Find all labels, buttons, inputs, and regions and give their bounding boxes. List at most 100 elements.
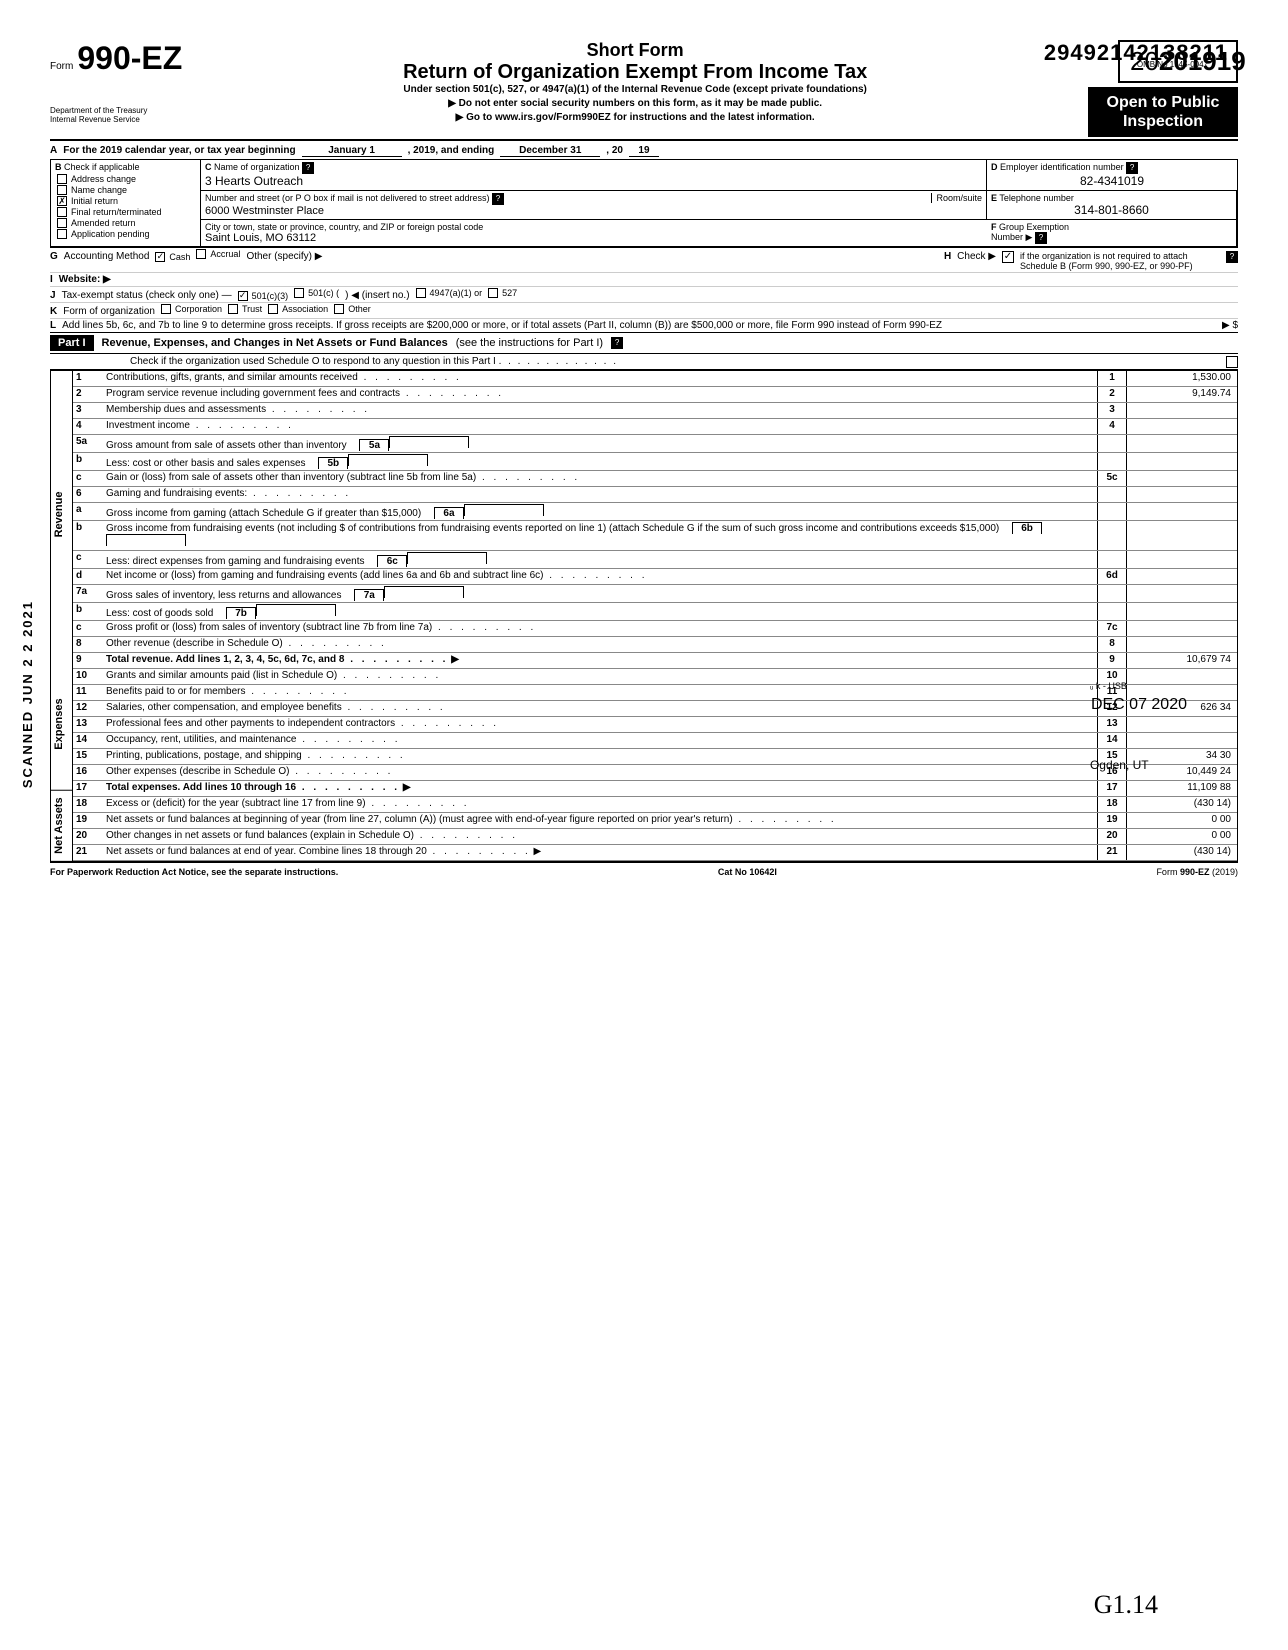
chk-cash[interactable]: ✓ <box>155 252 165 262</box>
line-value: 0 00 <box>1127 813 1237 828</box>
line-number: 15 <box>73 749 103 764</box>
line-box-number: 4 <box>1097 419 1127 434</box>
line-number: 13 <box>73 717 103 732</box>
block-g-row: G Accounting Method ✓Cash Accrual Other … <box>50 248 1238 273</box>
line-row: 17Total expenses. Add lines 10 through 1… <box>73 781 1237 797</box>
help-icon[interactable]: ? <box>302 162 314 174</box>
line-box-number <box>1097 551 1127 568</box>
line-box-number: 18 <box>1097 797 1127 812</box>
footer: For Paperwork Reduction Act Notice, see … <box>50 862 1238 877</box>
cash-label: Cash <box>169 252 190 262</box>
instruction-1: Do not enter social security numbers on … <box>192 98 1078 109</box>
chk-name-change[interactable] <box>57 185 67 195</box>
line-row: 8Other revenue (describe in Schedule O) … <box>73 637 1237 653</box>
line-row: 11Benefits paid to or for members . . . … <box>73 685 1237 701</box>
line-number: 19 <box>73 813 103 828</box>
block-b: B Check if applicable Address change Nam… <box>51 160 201 247</box>
chk-initial-return[interactable]: ✗ <box>57 196 67 206</box>
help-icon-addr[interactable]: ? <box>492 193 504 205</box>
line-description: Gross sales of inventory, less returns a… <box>103 585 1097 602</box>
line-box-number: 11 <box>1097 685 1127 700</box>
line-row: 9Total revenue. Add lines 1, 2, 3, 4, 5c… <box>73 653 1237 669</box>
chk-address-change[interactable] <box>57 174 67 184</box>
line-box-number: 8 <box>1097 637 1127 652</box>
chk-trust[interactable] <box>228 304 238 314</box>
line-description: Contributions, gifts, grants, and simila… <box>103 371 1097 386</box>
line-number: 17 <box>73 781 103 796</box>
line-value <box>1127 621 1237 636</box>
block-j-text: Tax-exempt status (check only one) — <box>62 290 232 301</box>
top-info-grid: B Check if applicable Address change Nam… <box>50 159 1238 248</box>
block-d-text: Employer identification number <box>1000 162 1124 172</box>
line-value <box>1127 585 1237 602</box>
chk-schedule-b[interactable]: ✓ <box>1002 251 1014 263</box>
chk-other[interactable] <box>334 304 344 314</box>
block-e-text: Telephone number <box>999 193 1074 203</box>
label-b: B <box>55 162 62 172</box>
line-value: 10,679 74 <box>1127 653 1237 668</box>
line-row: 4Investment income . . . . . . . . .4 <box>73 419 1237 435</box>
help-icon-d[interactable]: ? <box>1126 162 1138 174</box>
chk-corp[interactable] <box>161 304 171 314</box>
help-icon-part1[interactable]: ? <box>611 337 623 349</box>
help-icon-h[interactable]: ? <box>1226 251 1238 263</box>
line-description: Occupancy, rent, utilities, and maintena… <box>103 733 1097 748</box>
block-k-row: K Form of organization Corporation Trust… <box>50 303 1238 319</box>
line-value <box>1127 733 1237 748</box>
block-i-text: Website: ▶ <box>59 274 111 285</box>
line-box-number: 17 <box>1097 781 1127 796</box>
line-description: Printing, publications, postage, and shi… <box>103 749 1097 764</box>
section-labels: Revenue Expenses Net Assets <box>50 370 72 862</box>
room-label: Room/suite <box>931 193 982 203</box>
handwritten-note: G1.14 <box>1094 1590 1158 1620</box>
line-value <box>1127 603 1237 620</box>
chk-app-pending[interactable] <box>57 229 67 239</box>
chk-527[interactable] <box>488 288 498 298</box>
help-icon-f[interactable]: ? <box>1035 232 1047 244</box>
block-e: E Telephone number 314-801-8660 <box>987 191 1237 220</box>
part1-suffix: (see the instructions for Part I) <box>456 337 603 349</box>
line-description: Net assets or fund balances at beginning… <box>103 813 1097 828</box>
line-description: Gross amount from sale of assets other t… <box>103 435 1097 452</box>
part1-check-row: Check if the organization used Schedule … <box>50 354 1238 370</box>
line-description: Less: cost or other basis and sales expe… <box>103 453 1097 470</box>
chk-501c[interactable] <box>294 288 304 298</box>
line-number: 4 <box>73 419 103 434</box>
footer-left: For Paperwork Reduction Act Notice, see … <box>50 867 338 877</box>
main-form-area: Revenue Expenses Net Assets 1Contributio… <box>50 370 1238 862</box>
line-number: a <box>73 503 103 520</box>
line-description: Gross profit or (loss) from sales of inv… <box>103 621 1097 636</box>
opt-501c3: 501(c)(3) <box>252 291 289 301</box>
label-j: J <box>50 290 56 301</box>
chk-assoc[interactable] <box>268 304 278 314</box>
line-number: b <box>73 453 103 470</box>
dept-line2: Internal Revenue Service <box>50 116 182 125</box>
chk-amended[interactable] <box>57 218 67 228</box>
chk-accrual[interactable] <box>196 249 206 259</box>
chk-4947[interactable] <box>416 288 426 298</box>
block-a-mid2: , 2019, and ending <box>408 145 495 156</box>
year-begin: January 1 <box>302 145 402 157</box>
line-value: (430 14) <box>1127 845 1237 860</box>
line-number: 1 <box>73 371 103 386</box>
dept-treasury: Department of the Treasury Internal Reve… <box>50 107 182 125</box>
line-value <box>1127 503 1237 520</box>
chk-label-0: Address change <box>71 174 136 184</box>
opt-corp: Corporation <box>175 304 222 314</box>
block-i-row: I Website: ▶ <box>50 273 1238 287</box>
line-row: cLess: direct expenses from gaming and f… <box>73 551 1237 569</box>
lines-container: 1Contributions, gifts, grants, and simil… <box>72 370 1238 862</box>
line-value <box>1127 685 1237 700</box>
line-number: 6 <box>73 487 103 502</box>
chk-501c3[interactable]: ✓ <box>238 291 248 301</box>
chk-final-return[interactable] <box>57 207 67 217</box>
line-description: Gross income from fundraising events (no… <box>103 521 1097 550</box>
block-h-text2: if the organization is not required to a… <box>1020 251 1220 271</box>
part1-label: Part I <box>50 335 94 351</box>
form-label: Form 990-EZ <box>50 40 182 77</box>
block-c-addr: Number and street (or P O box if mail is… <box>201 191 987 220</box>
label-k: K <box>50 306 57 317</box>
chk-schedule-o[interactable] <box>1226 356 1238 368</box>
label-g: G <box>50 251 58 262</box>
label-f: F <box>991 222 997 232</box>
